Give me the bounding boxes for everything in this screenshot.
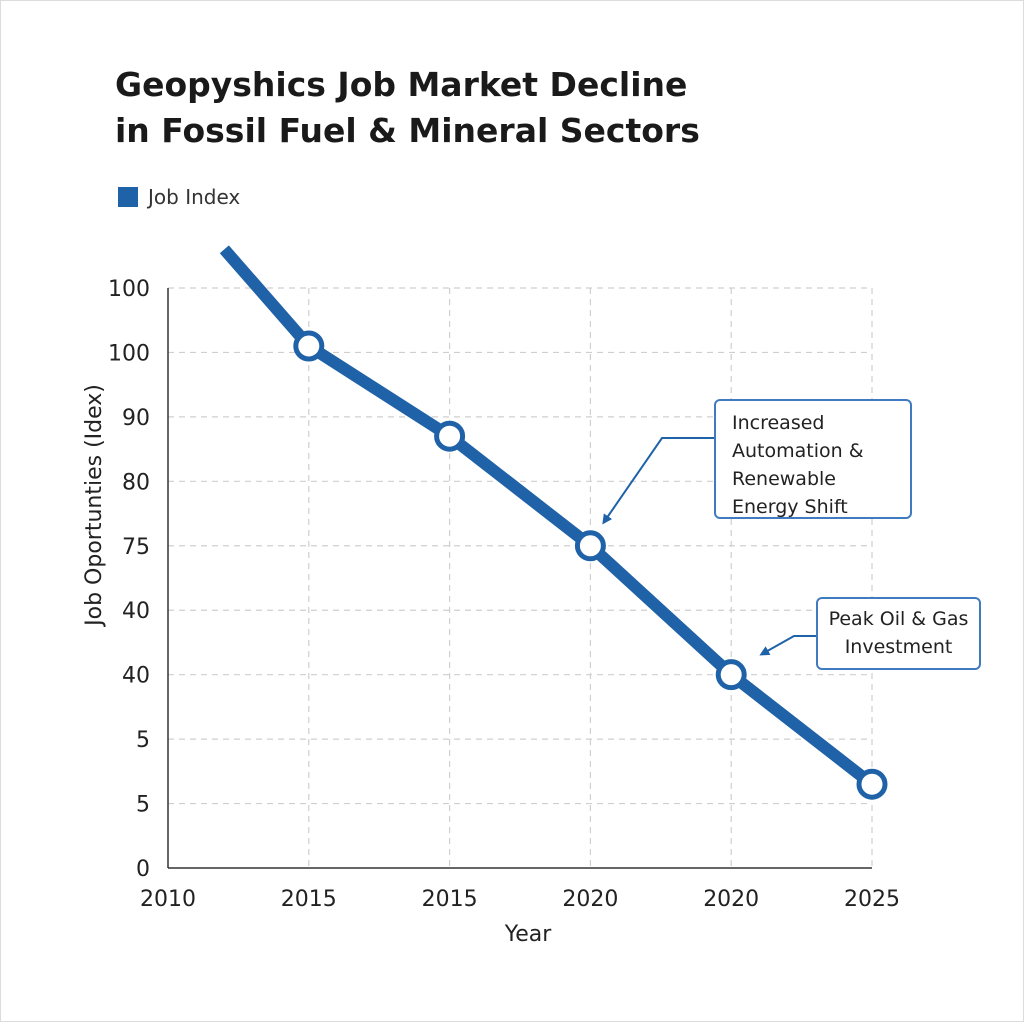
y-tick-label: 0	[136, 857, 150, 882]
y-tick-label: 5	[136, 793, 150, 818]
y-tick-label: 5	[136, 728, 150, 753]
x-tick-label: 2020	[703, 887, 759, 912]
x-tick-label: 2015	[422, 887, 478, 912]
annotation-arrow-peak-oil	[759, 635, 816, 656]
annotation-line: Peak Oil & Gas	[828, 608, 969, 630]
data-point-marker	[574, 530, 606, 562]
data-point-marker	[856, 768, 888, 800]
y-tick-label: 90	[122, 406, 150, 431]
annotation-automation: Increased Automation & Renewable Energy …	[714, 399, 912, 519]
x-axis-title: Year	[504, 922, 553, 947]
x-tick-label: 2025	[844, 887, 900, 912]
y-tick-label: 40	[122, 664, 150, 689]
x-tick-label: 2015	[281, 887, 337, 912]
x-tick-label: 2010	[140, 887, 196, 912]
annotation-line: Investment	[844, 636, 953, 658]
y-tick-label: 80	[122, 470, 150, 495]
annotation-line: Increased	[732, 412, 825, 434]
annotation-peak-oil: Peak Oil & Gas Investment	[816, 597, 981, 670]
y-axis-title: Job Oportunties (Idex)	[82, 384, 107, 628]
legend-label: Job Index	[148, 185, 241, 209]
data-point-marker	[715, 659, 747, 691]
annotation-line: Automation &	[732, 440, 864, 462]
chart-title-line-1: Geopyshics Job Market Decline	[115, 65, 688, 104]
legend-swatch	[118, 187, 138, 207]
data-point-marker	[434, 420, 466, 452]
chart-title: Geopyshics Job Market Decline in Fossil …	[115, 62, 915, 154]
y-tick-label: 75	[122, 535, 150, 560]
series-line	[219, 245, 876, 789]
annotation-line: Renewable	[732, 468, 836, 490]
y-tick-label: 100	[108, 341, 150, 366]
y-tick-label: 40	[122, 599, 150, 624]
chart-title-line-2: in Fossil Fuel & Mineral Sectors	[115, 111, 700, 150]
annotation-arrow-automation	[602, 437, 714, 525]
legend: Job Index	[118, 182, 240, 212]
y-tick-label: 100	[108, 277, 150, 302]
x-tick-label: 2020	[562, 887, 618, 912]
data-point-marker	[293, 330, 325, 362]
annotation-line: Energy Shift	[732, 496, 848, 518]
